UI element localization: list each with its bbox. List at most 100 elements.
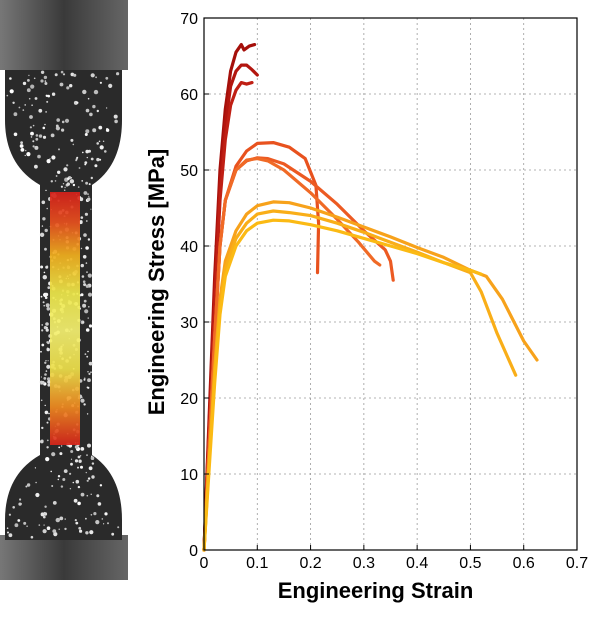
speckle-dot [99,484,103,487]
speckle-dot [45,303,50,308]
speckle-dot [47,377,51,381]
speckle-dot [34,97,38,100]
speckle-dot [44,296,48,300]
speckle-dot [87,97,90,100]
x-tick-label: 0.6 [513,555,535,572]
speckle-dot [50,470,52,473]
speckle-dot [81,180,84,182]
speckle-dot [70,450,74,453]
speckle-dot [87,350,89,353]
speckle-dot [116,72,120,76]
speckle-dot [40,439,44,444]
speckle-dot [83,403,86,406]
speckle-dot [35,492,40,498]
speckle-dot [30,84,35,89]
speckle-dot [90,514,93,516]
speckle-dot [58,148,60,151]
speckle-dot [70,462,73,466]
speckle-dot [43,304,45,307]
speckle-dot [88,183,91,186]
speckle-dot [25,485,28,488]
speckle-dot [91,475,95,479]
speckle-dot [102,140,105,142]
speckle-dot [106,128,109,131]
speckle-dot [26,88,31,93]
x-tick-label: 0.1 [246,555,268,572]
series-layer [202,43,539,552]
speckle-dot [75,479,80,484]
specimen-photo [0,0,128,580]
speckle-dot [77,501,81,506]
speckle-dot [66,164,69,167]
speckle-dot [44,410,49,415]
speckle-dot [62,73,66,76]
speckle-dot [32,145,35,148]
speckle-dot [72,143,75,146]
speckle-dot [90,493,92,495]
speckle-dot [80,398,85,403]
speckle-dot [38,108,43,113]
strain-field-overlay [50,192,80,445]
speckle-dot [46,159,51,164]
speckle-dot [88,361,93,366]
speckle-dot [69,488,72,490]
speckle-dot [46,207,48,210]
speckle-dot [96,157,100,162]
speckle-dot [30,131,34,136]
speckle-dot [104,512,108,516]
speckle-dot [30,136,33,138]
speckle-dot [64,527,67,531]
speckle-dot [88,306,90,308]
speckle-dot [34,145,39,150]
speckle-dot [19,144,24,148]
speckle-dot [45,189,47,192]
speckle-dot [46,307,51,311]
speckle-dot [45,111,47,113]
speckle-dot [95,76,97,79]
speckle-dot [6,527,9,529]
speckle-dot [59,516,64,521]
speckle-dot [87,193,89,196]
speckle-dot [41,200,46,205]
speckle-dot [86,413,89,415]
speckle-dot [43,377,47,380]
speckle-dot [13,132,18,137]
speckle-dot [7,531,9,534]
series-line-9 [202,218,483,552]
speckle-dot [93,89,99,95]
speckle-dot [70,138,74,142]
speckle-dot [41,343,45,347]
speckle-dot [47,360,49,362]
speckle-dot [69,472,72,475]
speckle-dot [87,443,91,448]
speckle-dot [87,378,91,383]
speckle-dot [84,309,89,314]
speckle-dot [62,478,66,481]
speckle-dot [84,353,87,355]
speckle-dot [92,104,96,109]
y-tick-label: 10 [180,467,198,484]
speckle-dot [87,477,91,480]
speckle-dot [46,341,49,344]
speckle-dot [62,183,65,185]
speckle-dot [77,186,80,188]
speckle-dot [83,283,87,287]
speckle-dot [52,529,57,533]
speckle-dot [43,511,46,514]
speckle-dot [45,360,47,362]
speckle-dot [92,128,97,133]
speckle-dot [45,457,50,462]
speckle-dot [88,372,91,375]
speckle-dot [76,101,79,104]
speckle-dot [75,521,79,525]
speckle-dot [27,79,30,82]
speckle-dot [66,182,71,186]
speckle-dot [82,303,87,308]
speckle-dot [108,83,113,88]
speckle-dot [40,295,43,298]
y-axis-title: Engineering Stress [MPa] [144,149,169,416]
speckle-dot [72,481,75,484]
speckle-dot [98,125,103,130]
y-tick-label: 40 [180,239,198,256]
speckle-dot [90,157,94,161]
